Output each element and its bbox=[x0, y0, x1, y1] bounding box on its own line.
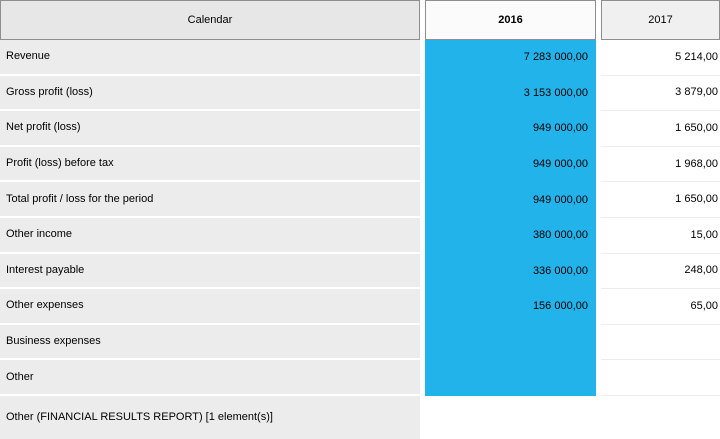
table-row[interactable]: Business expenses bbox=[0, 324, 720, 361]
row-label[interactable]: Other income bbox=[0, 217, 420, 254]
row-label[interactable]: Revenue bbox=[0, 40, 420, 76]
table-row[interactable]: Net profit (loss) 949 000,00 1 650,00 bbox=[0, 111, 720, 147]
row-label[interactable]: Other expenses bbox=[0, 289, 420, 325]
value-2017[interactable]: 1 968,00 bbox=[601, 146, 720, 183]
value-2016[interactable] bbox=[425, 360, 596, 396]
table-row[interactable]: Total profit / loss for the period 949 0… bbox=[0, 182, 720, 218]
value-2016[interactable]: 156 000,00 bbox=[425, 289, 596, 325]
row-label[interactable]: Net profit (loss) bbox=[0, 111, 420, 147]
footer-empty-2016 bbox=[425, 395, 596, 439]
value-2017[interactable]: 1 650,00 bbox=[601, 182, 720, 218]
table-footer-row[interactable]: Other (FINANCIAL RESULTS REPORT) [1 elem… bbox=[0, 395, 720, 439]
column-header-2017[interactable]: 2017 bbox=[601, 0, 720, 40]
column-header-2016[interactable]: 2016 bbox=[425, 0, 596, 40]
value-2017[interactable]: 1 650,00 bbox=[601, 111, 720, 147]
value-2017[interactable] bbox=[601, 324, 720, 361]
value-2017[interactable]: 5 214,00 bbox=[601, 40, 720, 76]
value-2017[interactable]: 65,00 bbox=[601, 289, 720, 325]
value-2016[interactable]: 380 000,00 bbox=[425, 217, 596, 254]
table-row[interactable]: Other expenses 156 000,00 65,00 bbox=[0, 289, 720, 325]
table-row[interactable]: Other bbox=[0, 360, 720, 396]
table-header-row: Calendar 2016 2017 bbox=[0, 0, 720, 40]
value-2016[interactable]: 7 283 000,00 bbox=[425, 40, 596, 76]
column-header-calendar[interactable]: Calendar bbox=[0, 0, 420, 40]
table-body: Revenue 7 283 000,00 5 214,00 Gross prof… bbox=[0, 40, 720, 396]
value-2017[interactable] bbox=[601, 360, 720, 396]
footer-empty-2017 bbox=[601, 395, 720, 439]
value-2016[interactable]: 949 000,00 bbox=[425, 182, 596, 218]
value-2016[interactable]: 3 153 000,00 bbox=[425, 75, 596, 112]
row-label[interactable]: Gross profit (loss) bbox=[0, 75, 420, 112]
value-2017[interactable]: 3 879,00 bbox=[601, 75, 720, 112]
row-label[interactable]: Total profit / loss for the period bbox=[0, 182, 420, 218]
table-row[interactable]: Profit (loss) before tax 949 000,00 1 96… bbox=[0, 146, 720, 183]
table-row[interactable]: Gross profit (loss) 3 153 000,00 3 879,0… bbox=[0, 75, 720, 112]
row-label[interactable]: Other bbox=[0, 360, 420, 396]
value-2016[interactable]: 949 000,00 bbox=[425, 146, 596, 183]
table-row[interactable]: Other income 380 000,00 15,00 bbox=[0, 217, 720, 254]
value-2016[interactable]: 336 000,00 bbox=[425, 253, 596, 290]
table-row[interactable]: Interest payable 336 000,00 248,00 bbox=[0, 253, 720, 290]
row-label[interactable]: Business expenses bbox=[0, 324, 420, 361]
table-row[interactable]: Revenue 7 283 000,00 5 214,00 bbox=[0, 40, 720, 76]
value-2016[interactable] bbox=[425, 324, 596, 361]
value-2017[interactable]: 248,00 bbox=[601, 253, 720, 290]
value-2016[interactable]: 949 000,00 bbox=[425, 111, 596, 147]
row-label[interactable]: Interest payable bbox=[0, 253, 420, 290]
row-label[interactable]: Profit (loss) before tax bbox=[0, 146, 420, 183]
footer-row-label[interactable]: Other (FINANCIAL RESULTS REPORT) [1 elem… bbox=[0, 395, 420, 439]
value-2017[interactable]: 15,00 bbox=[601, 217, 720, 254]
